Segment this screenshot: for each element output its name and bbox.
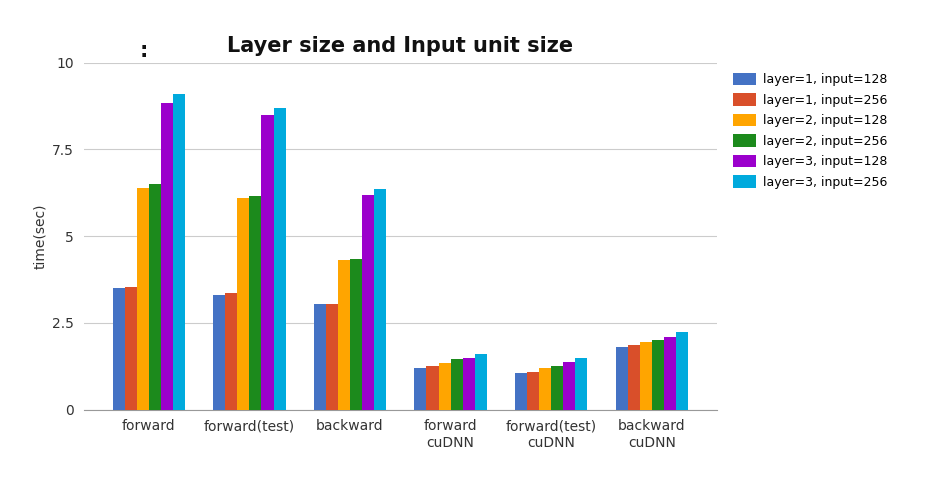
Bar	[326, 304, 338, 410]
Bar	[374, 189, 386, 410]
Bar	[463, 358, 475, 410]
Bar	[262, 115, 274, 410]
Bar	[515, 373, 527, 410]
Bar	[475, 354, 487, 410]
Bar	[225, 294, 237, 410]
Bar	[664, 337, 676, 410]
Bar	[426, 366, 439, 410]
Bar	[539, 368, 551, 410]
Title: Layer size and Input unit size: Layer size and Input unit size	[227, 36, 573, 55]
Bar	[640, 342, 652, 410]
Bar	[414, 368, 426, 410]
Bar	[314, 304, 326, 410]
Bar	[213, 295, 225, 410]
Bar	[338, 260, 350, 410]
Bar	[237, 198, 250, 410]
Bar	[250, 196, 262, 410]
Bar	[676, 332, 688, 410]
Bar	[527, 372, 539, 410]
Bar	[125, 286, 137, 410]
Bar	[652, 340, 664, 410]
Bar	[551, 366, 563, 410]
Bar	[173, 94, 185, 410]
Bar	[161, 103, 173, 410]
Text: :: :	[141, 40, 148, 61]
Bar	[563, 362, 575, 410]
Bar	[137, 187, 149, 410]
Y-axis label: time(sec): time(sec)	[33, 203, 47, 269]
Bar	[149, 184, 161, 410]
Bar	[575, 358, 587, 410]
Bar	[362, 195, 374, 410]
Bar	[113, 288, 125, 410]
Bar	[615, 347, 627, 410]
Bar	[627, 346, 640, 410]
Bar	[451, 360, 463, 410]
Bar	[439, 363, 451, 410]
Bar	[274, 108, 286, 410]
Legend: layer=1, input=128, layer=1, input=256, layer=2, input=128, layer=2, input=256, : layer=1, input=128, layer=1, input=256, …	[730, 69, 891, 192]
Bar	[350, 259, 362, 410]
